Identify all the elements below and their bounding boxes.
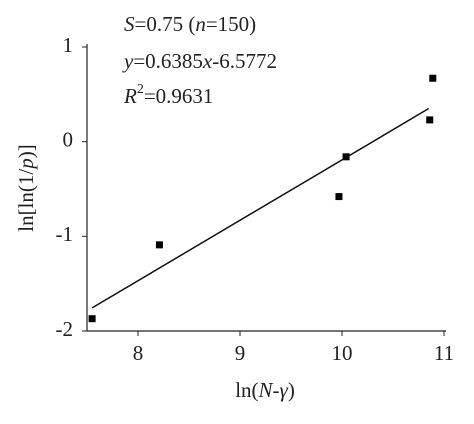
point (335, 193, 343, 201)
point (88, 315, 96, 323)
x-tick-label: 9 (235, 341, 246, 365)
x-axis-label: ln(N-γ) (235, 378, 295, 402)
point (426, 116, 434, 124)
y-tick-label: -2 (56, 317, 74, 341)
y-tick-label: 1 (63, 33, 74, 57)
y-axis-label: ln[ln(1/p)] (14, 144, 38, 232)
x-tick-label: 10 (332, 341, 353, 365)
y-tick-label: 0 (63, 127, 74, 151)
fit-line (91, 107, 430, 309)
y-tick-label: -1 (56, 222, 74, 246)
x-tick-label: 11 (434, 341, 454, 365)
annotation: y=0.6385x-6.5772 (122, 49, 277, 73)
x-tick-label: 8 (133, 341, 144, 365)
annotation: S=0.75 (n=150) (124, 12, 256, 36)
point (342, 153, 350, 161)
point (155, 241, 163, 249)
point (429, 74, 437, 82)
annotation: R2=0.9631 (123, 82, 213, 108)
